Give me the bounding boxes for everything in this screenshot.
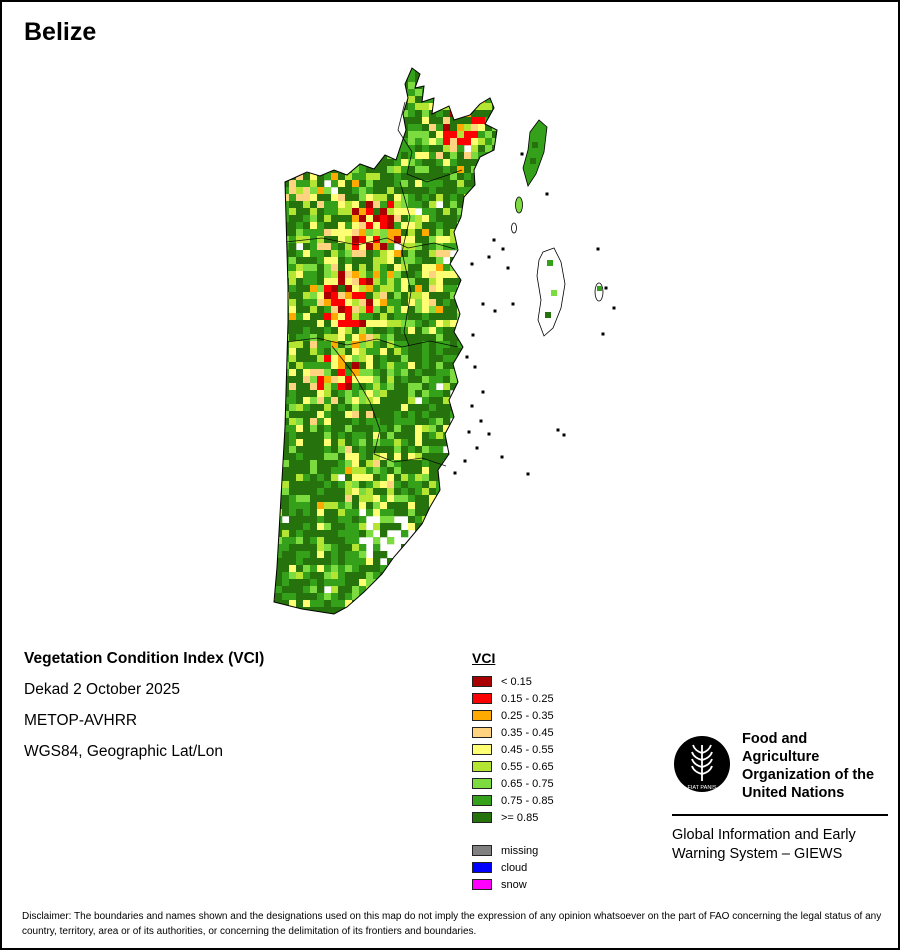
legend-swatch [472, 676, 492, 687]
legend-swatch [472, 727, 492, 738]
legend-swatch [472, 812, 492, 823]
legend-label: < 0.15 [501, 675, 532, 688]
disclaimer-text: Disclaimer: The boundaries and names sho… [22, 911, 882, 937]
legend-class-row: < 0.15 [472, 673, 554, 690]
fao-logo: FIAT PANIS [672, 734, 732, 799]
map-info-block: Vegetation Condition Index (VCI) Dekad 2… [24, 650, 264, 774]
sensor-label: METOP-AVHRR [24, 712, 138, 729]
legend-label: cloud [501, 861, 528, 874]
legend-swatch [472, 744, 492, 755]
projection-label: WGS84, Geographic Lat/Lon [24, 743, 224, 760]
legend-swatch [472, 845, 492, 856]
legend-class-row: 0.15 - 0.25 [472, 690, 554, 707]
footer-divider [672, 813, 888, 816]
legend-class-row: 0.45 - 0.55 [472, 741, 554, 758]
legend-classes: < 0.15 0.15 - 0.25 0.25 - 0.35 0.35 - 0.45 0… [472, 673, 554, 826]
product-name: Vegetation Condition Index (VCI) [24, 650, 265, 667]
dekad-label: Dekad 2 October 2025 [24, 681, 180, 698]
legend-class-row: 0.65 - 0.75 [472, 775, 554, 792]
legend-extras: missing cloud snow [472, 842, 554, 893]
legend-label: missing [501, 844, 539, 857]
fao-footer-block: FIAT PANIS Food and Agriculture Organiza… [672, 730, 888, 865]
legend-swatch [472, 710, 492, 721]
giews-name: Global Information and Early Warning Sys… [672, 826, 856, 863]
legend-label: 0.25 - 0.35 [501, 709, 554, 722]
legend-class-row: 0.55 - 0.65 [472, 758, 554, 775]
legend-class-row: 0.75 - 0.85 [472, 792, 554, 809]
legend-extra-row: snow [472, 876, 554, 893]
legend-swatch [472, 795, 492, 806]
legend-extra-row: missing [472, 842, 554, 859]
legend-swatch [472, 778, 492, 789]
legend-label: 0.65 - 0.75 [501, 777, 554, 790]
legend-swatch [472, 862, 492, 873]
fao-name: Food and Agriculture Organization of the… [742, 731, 875, 802]
legend-label: snow [501, 878, 527, 891]
legend: VCI < 0.15 0.15 - 0.25 0.25 - 0.35 0.35 - 0… [472, 650, 554, 893]
legend-title: VCI [472, 650, 496, 666]
legend-label: 0.55 - 0.65 [501, 760, 554, 773]
legend-label: >= 0.85 [501, 811, 539, 824]
page-title: Belize [24, 18, 97, 46]
legend-class-row: >= 0.85 [472, 809, 554, 826]
fao-motto: FIAT PANIS [687, 785, 716, 791]
legend-class-row: 0.25 - 0.35 [472, 707, 554, 724]
legend-label: 0.35 - 0.45 [501, 726, 554, 739]
legend-label: 0.15 - 0.25 [501, 692, 554, 705]
legend-label: 0.75 - 0.85 [501, 794, 554, 807]
legend-swatch [472, 693, 492, 704]
legend-class-row: 0.35 - 0.45 [472, 724, 554, 741]
legend-label: 0.45 - 0.55 [501, 743, 554, 756]
legend-extra-row: cloud [472, 859, 554, 876]
legend-swatch [472, 879, 492, 890]
legend-swatch [472, 761, 492, 772]
